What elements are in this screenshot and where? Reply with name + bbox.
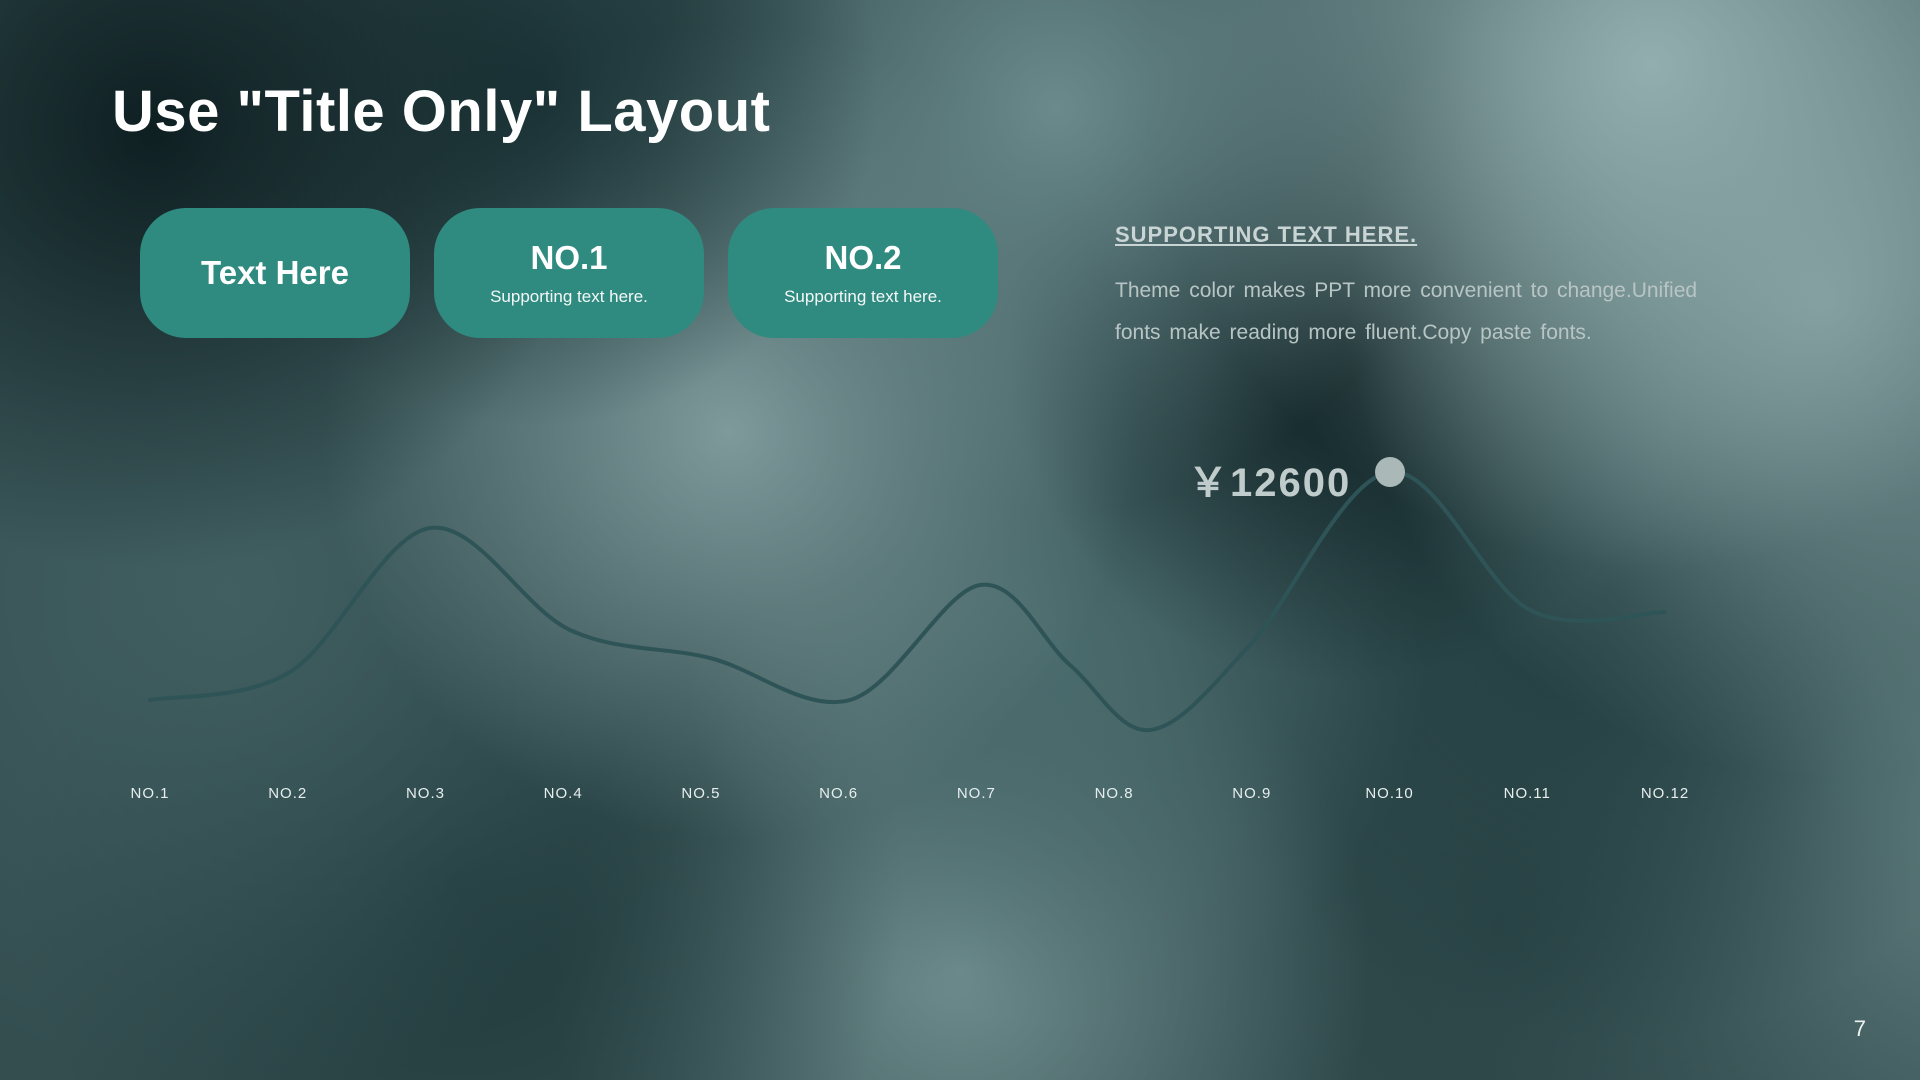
chart-x-label: NO.4 <box>544 785 583 802</box>
pill-title: NO.1 <box>530 239 607 277</box>
slide-title: Use "Title Only" Layout <box>112 78 770 145</box>
page-number: 7 <box>1854 1016 1866 1042</box>
chart-x-label: NO.11 <box>1504 785 1551 802</box>
chart-x-label: NO.1 <box>130 785 169 802</box>
support-body: Theme color makes PPT more convenient to… <box>1115 270 1735 354</box>
chart-x-label: NO.3 <box>406 785 445 802</box>
chart-highlight-dot <box>1375 457 1405 487</box>
pill-title: NO.2 <box>824 239 901 277</box>
chart-line-path <box>150 472 1665 730</box>
chart-x-label: NO.10 <box>1365 785 1413 802</box>
support-heading: SUPPORTING TEXT HERE. <box>1115 222 1735 248</box>
pill-no-2: NO.2 Supporting text here. <box>728 208 998 338</box>
chart-x-label: NO.8 <box>1095 785 1134 802</box>
pill-subtitle: Supporting text here. <box>784 287 942 307</box>
line-chart <box>110 430 1810 800</box>
chart-x-axis-labels: NO.1 NO.2 NO.3 NO.4 NO.5 NO.6 NO.7 NO.8 NO.9 NO.1… <box>110 785 1810 815</box>
pill-title: Text Here <box>201 254 349 292</box>
line-chart-svg <box>110 430 1810 800</box>
chart-x-label: NO.6 <box>819 785 858 802</box>
slide-stage: { "title": { "text": "Use \"Title Only\"… <box>0 0 1920 1080</box>
pill-subtitle: Supporting text here. <box>490 287 648 307</box>
chart-x-label: NO.2 <box>268 785 307 802</box>
chart-x-label: NO.12 <box>1641 785 1689 802</box>
support-block: SUPPORTING TEXT HERE. Theme color makes … <box>1115 222 1735 354</box>
chart-x-label: NO.5 <box>681 785 720 802</box>
pill-text-here: Text Here <box>140 208 410 338</box>
pill-no-1: NO.1 Supporting text here. <box>434 208 704 338</box>
chart-x-label: NO.9 <box>1232 785 1271 802</box>
chart-x-label: NO.7 <box>957 785 996 802</box>
